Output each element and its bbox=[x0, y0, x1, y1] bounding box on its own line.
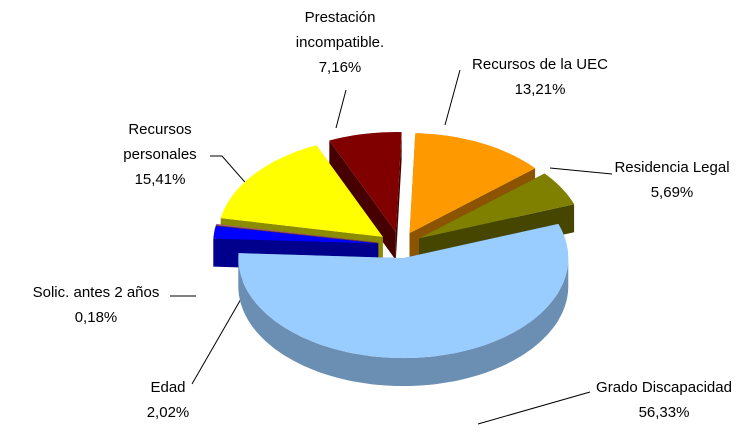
value-label: 56,33% bbox=[638, 404, 690, 421]
slice-label: Recursos personales bbox=[123, 121, 197, 163]
leader-line bbox=[549, 167, 613, 175]
slice bbox=[409, 133, 536, 234]
slice-label: Prestación incompatible. bbox=[295, 9, 385, 51]
slice-side bbox=[329, 140, 396, 260]
value-label: 5,69% bbox=[650, 184, 694, 201]
slice bbox=[238, 223, 569, 359]
slice-label: Solic. antes 2 años bbox=[32, 284, 160, 301]
value-label: 15,41% bbox=[134, 171, 186, 188]
value-label: 7,16% bbox=[318, 59, 362, 76]
leader-line bbox=[477, 391, 591, 425]
slice bbox=[213, 226, 379, 244]
value-label: 2,02% bbox=[146, 404, 190, 421]
slice bbox=[419, 173, 575, 239]
value-label: 13,21% bbox=[514, 81, 566, 98]
slice-label: Grado Discapacidad bbox=[596, 379, 732, 396]
slice bbox=[329, 132, 402, 232]
leader-line bbox=[191, 291, 246, 385]
leader-line bbox=[335, 89, 347, 129]
slice-side bbox=[395, 132, 402, 260]
leader-line bbox=[444, 69, 461, 126]
slice bbox=[215, 224, 379, 243]
slice bbox=[220, 145, 383, 237]
slice-label: Residencia Legal bbox=[614, 159, 730, 176]
slice-label: Recursos de la UEC bbox=[472, 56, 608, 73]
slice-label: Edad bbox=[150, 379, 186, 396]
slice-wall bbox=[238, 258, 569, 386]
value-label: 0,18% bbox=[74, 309, 118, 326]
